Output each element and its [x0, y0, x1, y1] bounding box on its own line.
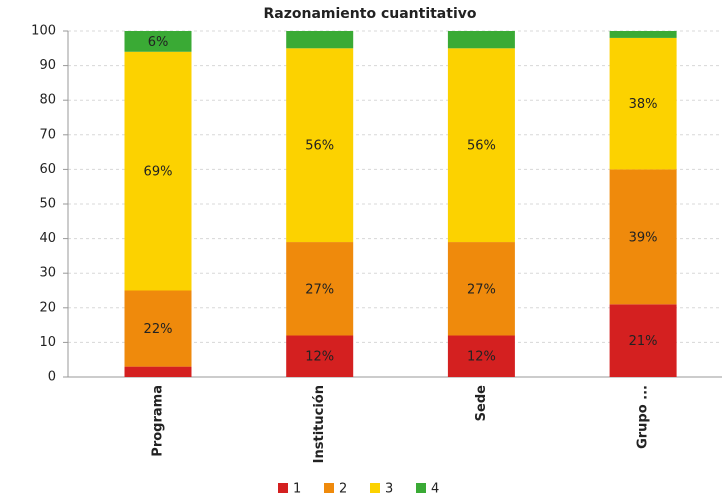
bar-segment [447, 242, 515, 336]
legend-label: 1 [293, 482, 301, 497]
x-tick-label: Sede [474, 385, 489, 421]
bar-segment [286, 335, 354, 377]
bar-segment [447, 31, 515, 49]
legend-swatch [324, 483, 334, 493]
bar-segment [124, 290, 192, 367]
legend-label: 3 [385, 482, 393, 497]
legend-swatch [278, 483, 288, 493]
legend-label: 4 [431, 482, 439, 497]
bar-segment [609, 304, 677, 377]
data-label: 56% [467, 139, 496, 154]
data-label: 39% [629, 230, 658, 245]
bar-segment [609, 31, 677, 38]
data-label: 69% [144, 165, 173, 180]
data-label: 38% [629, 97, 658, 112]
y-tick-label: 50 [39, 197, 56, 212]
data-label: 21% [629, 334, 658, 349]
bar-segment [447, 335, 515, 377]
legend-swatch [416, 483, 426, 493]
y-tick-label: 30 [39, 266, 56, 281]
y-tick-label: 80 [39, 93, 56, 108]
data-label: 27% [305, 282, 334, 297]
data-label: 6% [148, 35, 169, 50]
y-tick-label: 10 [39, 335, 56, 350]
y-tick-label: 60 [39, 162, 56, 177]
bar-segment [124, 31, 192, 52]
y-tick-label: 90 [39, 58, 56, 73]
y-tick-label: 40 [39, 231, 56, 246]
y-tick-label: 70 [39, 127, 56, 142]
data-label: 12% [305, 350, 334, 365]
chart-title: Razonamiento cuantitativo [264, 6, 477, 22]
data-label: 56% [305, 139, 334, 154]
data-label: 22% [144, 322, 173, 337]
bar-segment [124, 366, 192, 377]
data-label: 12% [467, 350, 496, 365]
bar-segment [609, 169, 677, 305]
y-tick-label: 100 [31, 24, 56, 39]
y-tick-label: 0 [48, 370, 56, 385]
x-tick-label: Grupo ... [636, 385, 651, 449]
bar-segment [447, 48, 515, 243]
bar-segment [286, 242, 354, 336]
data-label: 27% [467, 282, 496, 297]
bar-segment [286, 48, 354, 243]
x-tick-label: Institución [312, 385, 327, 463]
legend-swatch [370, 483, 380, 493]
y-tick-label: 20 [39, 300, 56, 315]
bar-segment [286, 31, 354, 49]
bar-segment [124, 51, 192, 291]
bar-segment [609, 37, 677, 170]
x-tick-label: Programa [151, 385, 166, 457]
legend-label: 2 [339, 482, 347, 497]
